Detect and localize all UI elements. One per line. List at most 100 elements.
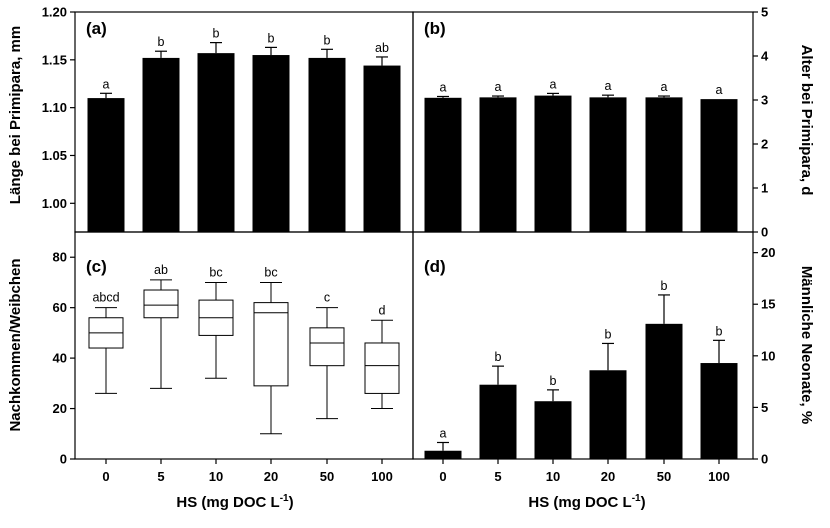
significance-letter: b	[213, 27, 220, 41]
bar	[142, 57, 180, 233]
y-tick-label: 0	[761, 225, 768, 240]
panel-label: (d)	[424, 257, 446, 276]
xlabel-left: HS (mg DOC L-1)	[176, 493, 293, 511]
box	[253, 302, 289, 387]
box	[309, 327, 345, 367]
x-tick-label: 20	[264, 469, 278, 484]
ylabel-panel-b: Alter bei Primipara, d	[798, 45, 815, 196]
bar	[479, 384, 517, 459]
panel-label: (c)	[86, 257, 107, 276]
y-tick-label: 0	[761, 452, 768, 467]
xlabel-right-main: HS (mg DOC L	[528, 494, 631, 511]
plot-frame	[412, 231, 754, 460]
panels-layer: 1.001.051.101.151.20(a)abb b bab012345(b)a…	[42, 5, 776, 485]
ylabel-panel-a: Länge bei Primipara, mm	[7, 26, 24, 204]
y-tick-label: 1.20	[42, 5, 67, 20]
y-tick-label: 60	[53, 300, 67, 315]
significance-letter: a	[605, 79, 612, 93]
y-tick-label: 5	[761, 5, 768, 20]
significance-letter: b	[605, 327, 612, 341]
y-tick-label: 0	[60, 452, 67, 467]
y-tick-label: 10	[761, 348, 775, 363]
x-tick-label: 5	[157, 469, 164, 484]
y-tick-label: 3	[761, 93, 768, 108]
x-tick-label: 20	[601, 469, 615, 484]
bar	[645, 97, 683, 232]
panel-label: (a)	[86, 19, 107, 38]
y-tick-label: 1.10	[42, 100, 67, 115]
panel-label: (b)	[424, 19, 446, 38]
x-tick-label: 100	[708, 469, 730, 484]
bar	[87, 98, 125, 232]
significance-letter: b	[716, 324, 723, 338]
x-tick-label: 0	[102, 469, 109, 484]
xlabel-left-tail: )	[289, 494, 294, 511]
xlabel-right-tail: )	[641, 494, 646, 511]
significance-letter: ab	[375, 41, 389, 55]
x-tick-label: 100	[371, 469, 393, 484]
significance-letter: b	[268, 31, 275, 45]
x-tick-label: 0	[439, 469, 446, 484]
y-tick-label: 20	[53, 401, 67, 416]
bar	[700, 99, 738, 233]
panel-d: 0 5 10 15 20 (d) a b b b b b 0 5 10 20 50 100	[412, 231, 775, 484]
box	[143, 289, 179, 319]
bar	[363, 65, 401, 232]
y-tick-label: 1	[761, 181, 768, 196]
significance-letter: b	[495, 350, 502, 364]
bar	[424, 97, 462, 232]
y-tick-label: 1.00	[42, 196, 67, 211]
y-tick-label: 15	[761, 297, 775, 312]
y-tick-label: 4	[761, 49, 769, 64]
y-tick-label: 2	[761, 137, 768, 152]
significance-letter: abcd	[92, 291, 119, 305]
x-axis-titles: HS (mg DOC L-1) HS (mg DOC L-1)	[176, 493, 645, 511]
bar	[534, 401, 572, 459]
panel-a: 1.001.051.101.151.20(a)abb b bab	[42, 5, 414, 233]
significance-letter: b	[661, 279, 668, 293]
significance-letter: bc	[209, 265, 222, 279]
x-tick-label: 50	[320, 469, 334, 484]
plot-frame	[74, 11, 414, 233]
panel-c: 0 20 40 60 80 (c) abcd ab bc bc c d 0 5 10 20 50 100	[53, 231, 414, 484]
bar	[308, 57, 346, 233]
significance-letter: a	[440, 80, 447, 94]
y-tick-label: 1.15	[42, 52, 67, 67]
bar	[252, 55, 290, 232]
y-tick-label: 1.05	[42, 148, 67, 163]
bar	[700, 363, 738, 459]
x-tick-label: 5	[494, 469, 501, 484]
y-axis-titles: Länge bei Primipara, mm Alter bei Primip…	[7, 26, 815, 432]
xlabel-left-main: HS (mg DOC L	[176, 494, 279, 511]
bar	[589, 370, 627, 459]
significance-letter: a	[661, 80, 668, 94]
bar	[479, 97, 517, 232]
x-tick-label: 10	[546, 469, 560, 484]
significance-letter: a	[495, 80, 502, 94]
significance-letter: a	[550, 77, 557, 91]
bar	[589, 97, 627, 232]
significance-letter: b	[550, 374, 557, 388]
ylabel-panel-d: Männliche Neonate, %	[798, 266, 815, 424]
significance-letter: bc	[264, 265, 277, 279]
bar	[197, 53, 235, 233]
significance-letter: b	[158, 35, 165, 49]
significance-letter: b	[324, 33, 331, 47]
significance-letter: c	[324, 291, 330, 305]
bar	[424, 450, 462, 459]
x-tick-label: 10	[209, 469, 223, 484]
panel-b: 0 1 2 3 4 5 (b) a a a a a a	[412, 5, 769, 240]
y-tick-label: 5	[761, 400, 768, 415]
significance-letter: a	[716, 83, 723, 97]
significance-letter: a	[103, 77, 110, 91]
xlabel-right-sup: -1	[632, 493, 641, 504]
y-tick-label: 20	[761, 245, 775, 260]
plot-frame	[74, 231, 414, 460]
y-tick-label: 40	[53, 351, 67, 366]
significance-letter: a	[440, 426, 447, 440]
xlabel-left-sup: -1	[280, 493, 289, 504]
bar	[645, 323, 683, 459]
box	[364, 342, 400, 394]
ylabel-panel-c: Nachkommen/Weibchen	[7, 258, 24, 431]
